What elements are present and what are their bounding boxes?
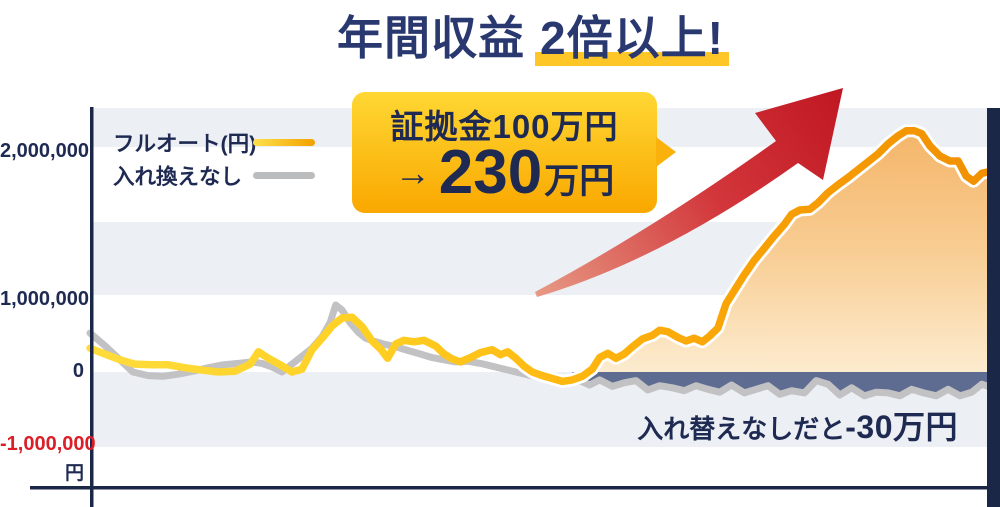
no-swap-loss-annotation: 入れ替えなしだと -30万円 <box>637 402 958 448</box>
y-tick-0: 0 <box>72 360 84 382</box>
callout-result-number: 230 <box>438 138 543 207</box>
callout-pointer <box>656 137 676 167</box>
chart-legend: フルオート(円) 入れ換えなし <box>113 126 315 192</box>
y-tick-1000000: 1,000,000 <box>0 288 89 310</box>
right-frame-bar <box>987 108 1000 507</box>
no-swap-negative-area <box>572 372 1000 396</box>
y-axis-line <box>90 107 94 507</box>
callout-result-unit: 万円 <box>544 162 615 201</box>
callout-result-line: → 230 万円 <box>352 142 657 204</box>
note-text: 入れ替えなしだと <box>637 414 846 444</box>
full-auto-profit-area <box>592 130 1000 372</box>
legend-label-fullauto: フルオート(円) <box>113 132 257 156</box>
x-axis-line <box>30 486 1000 490</box>
legend-swatch-noswap <box>253 172 315 179</box>
legend-swatch-fullauto <box>253 139 315 146</box>
title-prefix: 年間収益 <box>337 12 526 64</box>
y-tick-neg-1000000: -1,000,000 <box>0 433 96 455</box>
y-axis-unit-yen: 円 <box>64 463 84 484</box>
full-auto-line <box>86 127 1000 386</box>
callout-margin-line: 証拠金100万円 <box>390 108 619 145</box>
right-arrow-glyph: → <box>394 152 431 193</box>
legend-row-noswap: 入れ換えなし <box>113 159 315 192</box>
title-highlight: 2倍以上! <box>535 12 729 66</box>
result-callout-bubble: 証拠金100万円 → 230 万円 <box>352 92 676 213</box>
growth-arrow-icon <box>535 88 843 297</box>
page-title: 年間収益 2倍以上! <box>0 2 1000 68</box>
note-value: -30万円 <box>845 409 958 445</box>
legend-label-noswap: 入れ換えなし <box>113 165 243 189</box>
y-tick-2000000: 2,000,000 <box>0 140 89 162</box>
legend-row-fullauto: フルオート(円) <box>113 126 315 159</box>
